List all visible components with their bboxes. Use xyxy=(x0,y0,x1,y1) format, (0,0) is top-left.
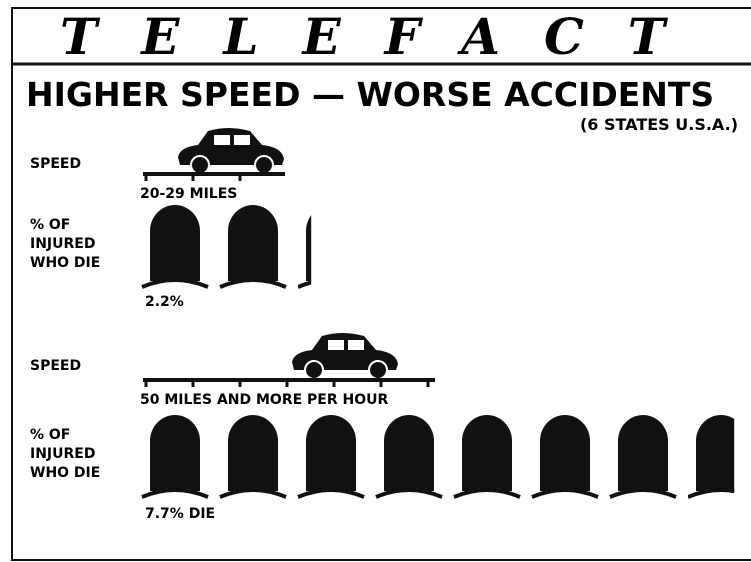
tombstone xyxy=(306,205,356,281)
tombstone-group xyxy=(142,415,751,497)
tombstone-base xyxy=(688,490,751,497)
value-label: 2.2% xyxy=(145,294,184,310)
tombstone-base xyxy=(220,280,286,287)
tombstone xyxy=(384,415,434,491)
tombstone-base xyxy=(142,490,208,497)
tombstone xyxy=(540,415,590,491)
tombstone xyxy=(462,415,512,491)
car-icon xyxy=(292,333,398,379)
tombstone-group xyxy=(142,205,364,287)
header: TELEFACT xyxy=(60,7,709,66)
category-label: 50 MILES AND MORE PER HOUR xyxy=(140,392,389,408)
value-label: 7.7% DIE xyxy=(145,506,215,522)
tombstone xyxy=(228,205,278,281)
tombstone-base xyxy=(220,490,286,497)
speed-label: SPEED xyxy=(30,156,81,172)
tombstone-base xyxy=(454,490,520,497)
tombstone xyxy=(696,415,746,491)
tombstone-base xyxy=(610,490,676,497)
partial-tombstone xyxy=(298,205,364,287)
tombstone-base xyxy=(532,490,598,497)
tombstone-base xyxy=(298,490,364,497)
tombstone xyxy=(618,415,668,491)
tombstone xyxy=(150,415,200,491)
tombstone xyxy=(228,415,278,491)
partial-tombstone xyxy=(688,415,751,497)
chart-title: HIGHER SPEED — WORSE ACCIDENTS xyxy=(26,75,714,114)
category-label: 20-29 MILES xyxy=(140,186,237,202)
car-icon xyxy=(178,128,284,174)
subtitle: (6 STATES U.S.A.) xyxy=(580,115,738,134)
tombstone-base xyxy=(298,280,364,287)
tombstone-base xyxy=(376,490,442,497)
infographic: TELEFACT HIGHER SPEED — WORSE ACCIDENTS … xyxy=(0,0,751,562)
tombstone xyxy=(306,415,356,491)
speed-label: SPEED xyxy=(30,358,81,374)
tombstone xyxy=(150,205,200,281)
tombstone-base xyxy=(142,280,208,287)
